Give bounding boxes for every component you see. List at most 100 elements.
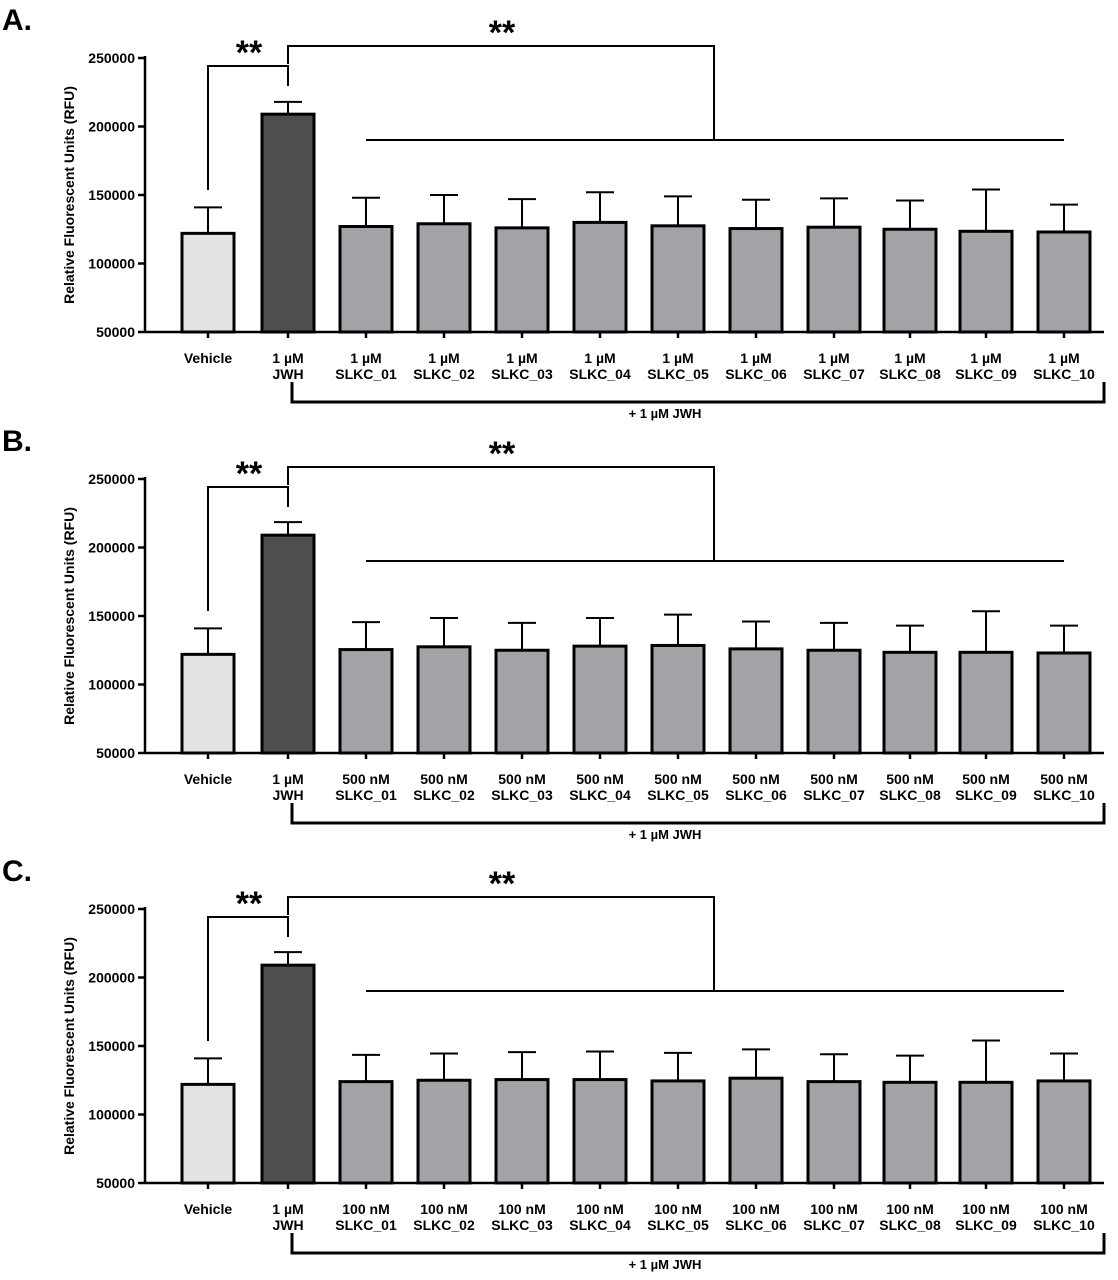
group-bracket xyxy=(290,803,1106,825)
chart-panel-2: B. Relative Fluorescent Units (RFU) 50000 1… xyxy=(2,425,1106,842)
chart-panel-1: A. Relative Fluorescent Units (RFU) 50000 1… xyxy=(2,4,1106,421)
y-tick-label: 200000 xyxy=(88,540,135,556)
y-tick-label: 250000 xyxy=(88,471,135,487)
x-tick-label: JWH xyxy=(272,1217,303,1233)
x-tick-label: 100 nM xyxy=(576,1201,623,1217)
x-tick-label: SLKC_07 xyxy=(803,366,865,382)
significance-bracket-vehicle-jwh xyxy=(207,486,289,611)
bar-3 xyxy=(338,1080,394,1185)
x-tick-label: SLKC_01 xyxy=(335,366,397,382)
x-tick-label: SLKC_04 xyxy=(569,1217,631,1233)
x-tick-label: 100 nM xyxy=(886,1201,933,1217)
panel-label: C. xyxy=(2,855,32,888)
y-tick-label: 150000 xyxy=(88,1038,135,1054)
x-tick-label: SLKC_02 xyxy=(413,787,475,803)
y-axis-title: Relative Fluorescent Units (RFU) xyxy=(61,937,77,1155)
x-tick-label: SLKC_03 xyxy=(491,366,553,382)
bar-11 xyxy=(958,1080,1014,1185)
x-tick-label: SLKC_09 xyxy=(955,366,1017,382)
bar-6 xyxy=(572,644,628,755)
bar-6 xyxy=(572,1078,628,1185)
group-bracket xyxy=(290,1233,1106,1255)
bar-9 xyxy=(806,225,862,334)
x-tick-label: SLKC_09 xyxy=(955,787,1017,803)
x-tick-label: SLKC_02 xyxy=(413,366,475,382)
x-tick-label: 500 nM xyxy=(654,771,701,787)
bar-3 xyxy=(338,648,394,755)
x-tick-label: SLKC_10 xyxy=(1033,1217,1095,1233)
bar-5 xyxy=(494,226,550,334)
bar-1 xyxy=(180,231,236,334)
x-tick-label: 500 nM xyxy=(420,771,467,787)
y-tick-label: 250000 xyxy=(88,901,135,917)
x-tick-label: 100 nM xyxy=(1040,1201,1087,1217)
significance-marker: ** xyxy=(236,455,263,493)
x-tick-label: SLKC_03 xyxy=(491,1217,553,1233)
bar-1 xyxy=(180,1082,236,1185)
significance-bracket-vehicle-jwh xyxy=(207,916,289,1041)
x-tick-label: 1 µM xyxy=(506,350,537,366)
x-tick-label: SLKC_08 xyxy=(879,787,941,803)
panel-label: A. xyxy=(2,4,32,37)
x-tick-label: SLKC_05 xyxy=(647,366,709,382)
bar-7 xyxy=(650,643,706,755)
y-axis-title: Relative Fluorescent Units (RFU) xyxy=(61,86,77,304)
bar-2 xyxy=(260,112,316,334)
bar-4 xyxy=(416,645,472,755)
x-tick-label: 500 nM xyxy=(342,771,389,787)
x-tick-label: 1 µM xyxy=(1048,350,1079,366)
significance-marker: ** xyxy=(489,865,516,903)
x-tick-label: 100 nM xyxy=(420,1201,467,1217)
x-tick-label: 100 nM xyxy=(342,1201,389,1217)
bar-6 xyxy=(572,220,628,334)
x-tick-label: Vehicle xyxy=(184,350,232,366)
bar-4 xyxy=(416,1078,472,1185)
x-tick-label: SLKC_04 xyxy=(569,366,631,382)
x-tick-label: 500 nM xyxy=(498,771,545,787)
y-tick-label: 100000 xyxy=(88,256,135,272)
group-label: + 1 µM JWH xyxy=(629,827,702,842)
x-tick-label: 500 nM xyxy=(886,771,933,787)
group-label: + 1 µM JWH xyxy=(629,406,702,421)
x-tick-label: 1 µM xyxy=(970,350,1001,366)
x-tick-label: 500 nM xyxy=(576,771,623,787)
bar-7 xyxy=(650,1079,706,1185)
x-tick-label: 1 µM xyxy=(894,350,925,366)
x-tick-label: 100 nM xyxy=(962,1201,1009,1217)
x-tick-label: 1 µM xyxy=(272,1201,303,1217)
panel-label: B. xyxy=(2,425,32,458)
x-tick-label: SLKC_02 xyxy=(413,1217,475,1233)
bar-8 xyxy=(728,647,784,755)
group-label: + 1 µM JWH xyxy=(629,1257,702,1272)
bar-5 xyxy=(494,648,550,755)
x-tick-label: SLKC_06 xyxy=(725,366,787,382)
x-tick-label: 100 nM xyxy=(732,1201,779,1217)
significance-bracket-vehicle-jwh xyxy=(207,65,289,190)
y-tick-label: 200000 xyxy=(88,970,135,986)
bar-3 xyxy=(338,225,394,334)
x-tick-label: Vehicle xyxy=(184,771,232,787)
y-tick-label: 150000 xyxy=(88,608,135,624)
x-tick-label: JWH xyxy=(272,787,303,803)
y-axis-title: Relative Fluorescent Units (RFU) xyxy=(61,507,77,725)
y-tick-label: 100000 xyxy=(88,677,135,693)
y-tick-label: 200000 xyxy=(88,119,135,135)
x-tick-label: SLKC_10 xyxy=(1033,787,1095,803)
x-tick-label: SLKC_01 xyxy=(335,787,397,803)
x-tick-label: 500 nM xyxy=(1040,771,1087,787)
bar-8 xyxy=(728,227,784,334)
significance-marker: ** xyxy=(236,34,263,72)
bar-10 xyxy=(882,650,938,755)
bar-5 xyxy=(494,1078,550,1185)
group-bracket xyxy=(290,382,1106,404)
bar-11 xyxy=(958,229,1014,334)
bar-7 xyxy=(650,224,706,334)
y-tick-label: 50000 xyxy=(96,745,135,761)
bar-2 xyxy=(260,533,316,755)
x-tick-label: 1 µM xyxy=(428,350,459,366)
bar-8 xyxy=(728,1076,784,1185)
x-tick-label: SLKC_03 xyxy=(491,787,553,803)
y-tick-label: 50000 xyxy=(96,324,135,340)
x-tick-label: SLKC_05 xyxy=(647,787,709,803)
